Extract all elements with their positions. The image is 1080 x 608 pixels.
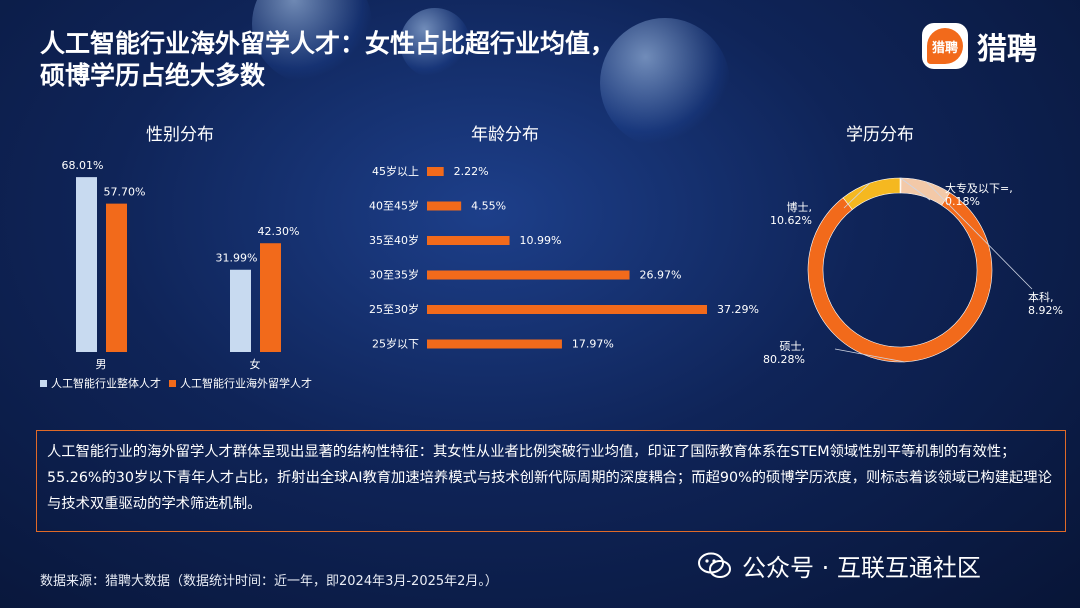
wechat-icon [698, 552, 731, 578]
title-line-1: 人工智能行业海外留学人才：女性占比超行业均值， [40, 29, 616, 58]
slice-label-name: 硕士, [780, 340, 806, 353]
summary-text: 人工智能行业的海外留学人才群体呈现出显著的结构性特征：其女性从业者比例突破行业均… [47, 444, 1052, 512]
y-tick-label: 35至40岁 [369, 233, 419, 247]
liepin-logo-icon: 猎聘 [922, 23, 968, 69]
education-chart: 大专及以下=,0.18% 本科,8.92% 硕士,80.28% 博士,10.62% [763, 177, 1063, 366]
slice-label-name: 大专及以下=, [945, 181, 1013, 195]
bar-data-label: 68.01% [62, 159, 104, 172]
data-source-footer: 数据来源：猎聘大数据（数据统计时间：近一年，即2024年3月-2025年2月。） [40, 574, 498, 589]
donut-slice [842, 177, 901, 210]
y-tick-label: 30至35岁 [369, 268, 419, 282]
donut-slice [900, 177, 951, 206]
age-chart: 45岁以上 2.22% 40至45岁 4.55% 35至40岁 10.99% 30至35岁 2… [369, 164, 759, 351]
brand-name: 猎聘 [977, 32, 1037, 67]
slice-leader-line [834, 348, 905, 363]
slice-leader-line [900, 177, 931, 201]
age-bar [427, 305, 707, 314]
gender-chart: 68.01% 57.70% 男 31.99% 42.30% 女 [62, 159, 300, 371]
legend-swatch-overseas [169, 380, 176, 387]
bar-overseas-1 [260, 243, 281, 352]
legend-swatch-overall [40, 380, 47, 387]
legend-label-overall: 人工智能行业整体人才 [51, 377, 161, 390]
age-bar [427, 201, 462, 211]
decor-bubble [600, 18, 730, 148]
y-tick-label: 45岁以上 [372, 164, 419, 178]
slice-label-name: 本科, [1028, 290, 1054, 304]
slice-label-value: 10.62% [770, 214, 812, 227]
slice-label-name: 博士, [787, 201, 813, 214]
bar-data-label: 42.30% [258, 225, 300, 238]
slice-label-value: 80.28% [763, 353, 805, 366]
slice-label-value: 0.18% [945, 195, 980, 208]
age-bar [427, 167, 444, 176]
watermark-text: 公众号 · 互联互通社区 [742, 554, 981, 582]
slice-leader-line [926, 181, 1033, 290]
page-title: 人工智能行业海外留学人才：女性占比超行业均值， 硕博学历占绝大多数 [40, 28, 760, 92]
slice-leader-line [843, 182, 871, 209]
bar-data-label: 2.22% [454, 165, 489, 178]
age-chart-title: 年龄分布 [471, 125, 539, 145]
y-tick-label: 25至30岁 [369, 302, 419, 316]
age-bar [427, 236, 510, 245]
bar-data-label: 10.99% [520, 234, 562, 247]
age-bar [427, 270, 630, 280]
x-tick-label: 女 [250, 357, 261, 371]
edu-chart-title: 学历分布 [846, 125, 914, 145]
legend-item-overall: 人工智能行业整体人才 [40, 375, 161, 391]
gender-chart-legend: 人工智能行业整体人才 人工智能行业海外留学人才 [40, 375, 312, 391]
bar-data-label: 26.97% [640, 269, 682, 282]
watermark: 公众号 · 互联互通社区 [698, 548, 981, 583]
y-tick-label: 40至45岁 [369, 199, 419, 213]
brand-logo: 猎聘 猎聘 [922, 23, 1037, 69]
legend-item-overseas: 人工智能行业海外留学人才 [169, 375, 312, 391]
summary-box: 人工智能行业的海外留学人才群体呈现出显著的结构性特征：其女性从业者比例突破行业均… [36, 430, 1066, 532]
y-tick-label: 25岁以下 [372, 337, 419, 351]
logo-icon-text: 猎聘 [927, 28, 963, 64]
bar-data-label: 37.29% [717, 303, 759, 316]
bar-overall-1 [230, 269, 251, 352]
decor-bubble [400, 8, 470, 78]
x-tick-label: 男 [96, 358, 107, 371]
gender-chart-title: 性别分布 [146, 125, 214, 145]
bar-data-label: 57.70% [104, 186, 146, 199]
title-line-2: 硕博学历占绝大多数 [40, 61, 266, 90]
age-bar [427, 339, 562, 349]
bar-data-label: 17.97% [572, 338, 614, 351]
legend-label-overseas: 人工智能行业海外留学人才 [180, 377, 312, 390]
bar-overseas-0 [106, 203, 127, 352]
bar-data-label: 31.99% [216, 252, 258, 265]
slice-label-value: 8.92% [1028, 304, 1063, 317]
donut-slice [807, 192, 993, 363]
bar-data-label: 4.55% [471, 200, 506, 213]
bar-overall-0 [76, 177, 97, 352]
